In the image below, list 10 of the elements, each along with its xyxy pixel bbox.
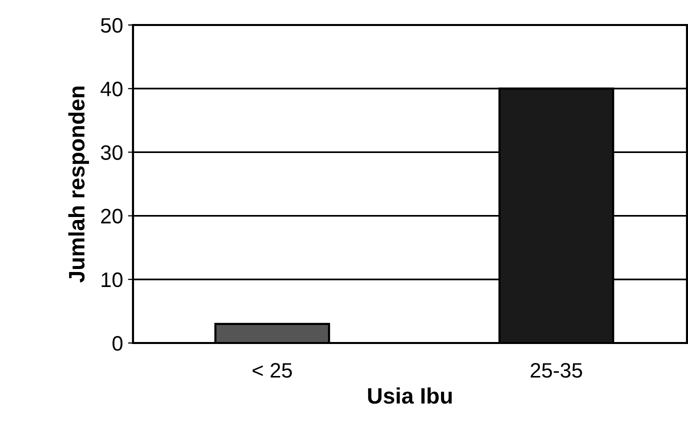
x-tick-label: 25-35 — [530, 362, 582, 378]
y-tick-label: 10 — [102, 272, 122, 288]
y-tick-label: 40 — [100, 82, 122, 96]
y-tick-label: 50 — [100, 18, 122, 33]
x-axis-title: Usia Ibu — [368, 387, 452, 404]
y-tick-label: 0 — [112, 336, 122, 351]
y-axis-title: Jumlah responden — [68, 86, 89, 282]
y-tick-label: 20 — [101, 208, 122, 224]
y-tick-label: 30 — [100, 145, 122, 160]
x-tick-label: < 25 — [252, 362, 292, 378]
